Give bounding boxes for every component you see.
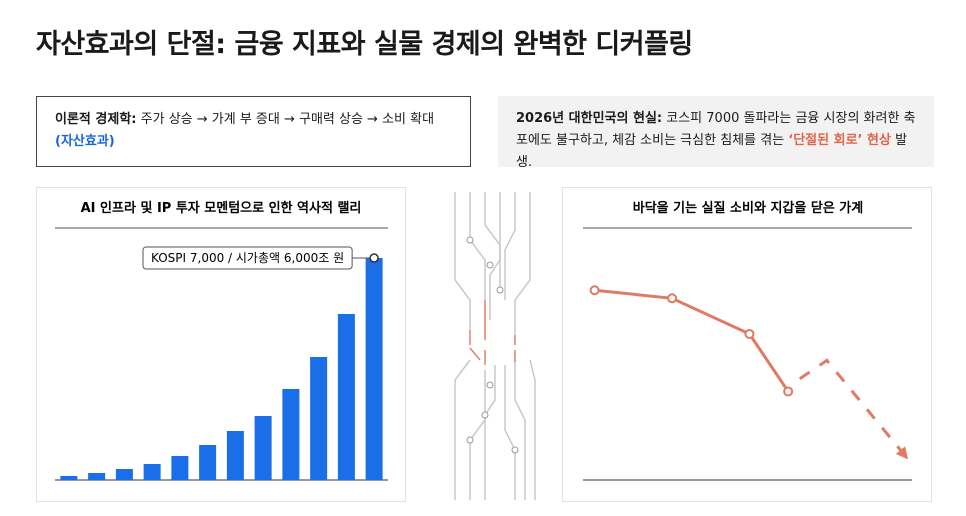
theory-box: 이론적 경제학: 주가 상승 → 가계 부 증대 → 구매력 상승 → 소비 확… [36, 96, 471, 167]
bar [88, 473, 106, 480]
bar [171, 456, 189, 480]
page-title: 자산효과의 단절: 금융 지표와 실물 경제의 완벽한 디커플링 [36, 29, 693, 60]
right-panel [562, 187, 932, 502]
chart-title: 바닥을 기는 실질 소비와 지갑을 닫은 가계 [633, 200, 863, 216]
circuit-nodes [466, 236, 519, 454]
box-text: 주가 상승 → 가계 부 증대 → 구매력 상승 → 소비 확대 [140, 112, 435, 127]
bar [115, 469, 133, 480]
circuit-break [469, 300, 516, 365]
reality-box: 2026년 대한민국의 현실: 코스피 7000 돌파라는 금융 시장의 화려한… [498, 96, 934, 170]
box-tail: 발생. [516, 133, 908, 170]
bar [282, 389, 300, 480]
box-highlight: (자산효과) [55, 134, 115, 149]
bar [310, 357, 328, 480]
bar [365, 258, 383, 480]
point [589, 285, 600, 296]
bar [199, 445, 217, 480]
box-label: 이론적 경제학: [55, 112, 137, 127]
point [667, 293, 678, 304]
left-panel [36, 187, 406, 502]
point [783, 386, 794, 397]
box-text: 코스피 7000 돌파라는 금융 시장의 화려한 축포에도 불구하고, 체감 소… [516, 111, 916, 148]
circuit-decoration [454, 192, 536, 500]
bar [143, 464, 161, 480]
box-label: 2026년 대한민국의 현실: [516, 111, 663, 126]
annotation-dot [369, 253, 379, 263]
bar [226, 431, 244, 480]
point [744, 328, 755, 339]
bar [60, 476, 78, 480]
bar [337, 314, 355, 480]
chart-title: AI 인프라 및 IP 투자 모멘텀으로 인한 역사적 랠리 [81, 200, 362, 216]
line-series [594, 288, 790, 393]
annotation: KOSPI 7,000 / 시가총액 6,000조 원 [151, 251, 344, 265]
line-series [798, 358, 909, 460]
box-highlight: ‘단절된 회로’ 현상 [788, 133, 891, 148]
bar [254, 416, 272, 480]
